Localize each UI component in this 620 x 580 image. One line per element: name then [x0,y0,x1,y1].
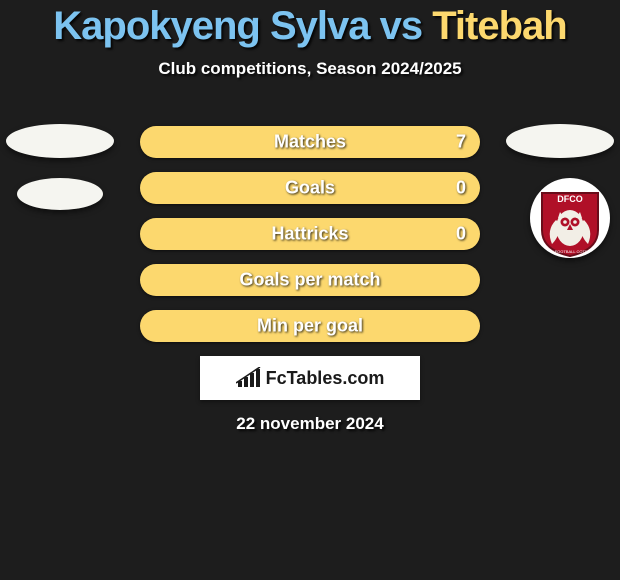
brand-badge: FcTables.com [200,356,420,400]
subtitle: Club competitions, Season 2024/2025 [0,59,620,79]
stat-bar-label: Goals [140,178,480,199]
right-player-column: DFCO DIJON FOOTBALL COTE D'OR [506,124,614,258]
club-crest-icon: DFCO DIJON FOOTBALL COTE D'OR [530,178,610,258]
stat-bar-label: Hattricks [140,224,480,245]
club-badge: DFCO DIJON FOOTBALL COTE D'OR [530,178,610,258]
page-title: Kapokyeng Sylva vs Titebah [0,4,620,49]
svg-text:DFCO: DFCO [557,194,583,204]
stat-bar-matches: Matches 7 [140,126,480,158]
stat-bar-label: Goals per match [140,270,480,291]
avatar-placeholder [6,124,114,158]
bar-chart-icon [236,367,262,389]
stat-bar-min-per-goal: Min per goal [140,310,480,342]
title-vs: vs [370,4,433,48]
left-player-column [6,124,114,230]
stat-bar-value: 0 [456,224,466,245]
title-player2: Titebah [432,4,567,48]
svg-text:DIJON FOOTBALL COTE D'OR: DIJON FOOTBALL COTE D'OR [542,249,599,254]
stat-bar-hattricks: Hattricks 0 [140,218,480,250]
stat-bar-goals: Goals 0 [140,172,480,204]
stat-bar-label: Min per goal [140,316,480,337]
stats-bars: Matches 7 Goals 0 Hattricks 0 Goals per … [140,126,480,356]
brand-text: FcTables.com [266,368,385,389]
stat-bar-label: Matches [140,132,480,153]
stat-bar-value: 0 [456,178,466,199]
avatar-placeholder [506,124,614,158]
stat-bar-goals-per-match: Goals per match [140,264,480,296]
title-player1: Kapokyeng Sylva [53,4,369,48]
stat-bar-value: 7 [456,132,466,153]
avatar-placeholder [17,178,103,210]
date-label: 22 november 2024 [0,414,620,434]
